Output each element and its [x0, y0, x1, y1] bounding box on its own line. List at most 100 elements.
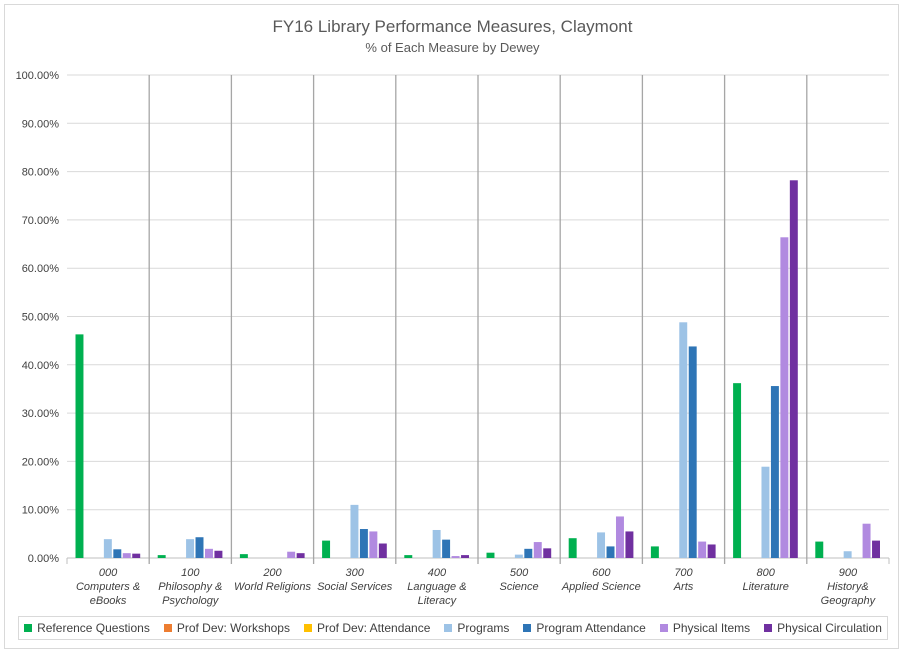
- x-tick-label: Computers &: [76, 581, 140, 593]
- legend-item: Prof Dev: Attendance: [303, 621, 431, 635]
- x-tick-label: 300: [346, 567, 365, 579]
- x-tick-label: Social Services: [317, 581, 393, 593]
- legend-swatch: [444, 624, 453, 632]
- bar: [75, 334, 84, 558]
- legend-label: Physical Circulation: [777, 621, 882, 635]
- bar: [524, 548, 533, 558]
- bar: [186, 539, 195, 558]
- x-tick-label: 000: [99, 567, 118, 579]
- x-tick-label: Geography: [821, 595, 877, 607]
- x-tick-label: Arts: [673, 581, 694, 593]
- legend-swatch: [764, 624, 773, 632]
- y-tick-label: 20.00%: [22, 456, 60, 468]
- bar: [287, 551, 296, 558]
- x-tick-label: eBooks: [90, 595, 127, 607]
- x-tick-label: Science: [500, 581, 539, 593]
- bar: [707, 544, 716, 558]
- bar: [789, 180, 798, 558]
- legend-label: Programs: [457, 621, 510, 635]
- bar: [204, 548, 213, 558]
- x-tick-label: 800: [757, 567, 776, 579]
- legend-label: Prof Dev: Attendance: [316, 621, 431, 635]
- bar: [698, 541, 707, 558]
- bar: [843, 551, 852, 558]
- bar: [442, 539, 451, 558]
- y-tick-label: 40.00%: [22, 360, 60, 372]
- bar: [157, 555, 166, 558]
- bar: [872, 540, 880, 558]
- legend-swatch: [163, 624, 172, 632]
- y-tick-label: 100.00%: [16, 70, 60, 82]
- x-tick-label: Psychology: [162, 595, 220, 607]
- x-tick-label: 900: [839, 567, 858, 579]
- y-tick-label: 70.00%: [22, 215, 60, 227]
- x-tick-label: 600: [592, 567, 611, 579]
- x-tick-label: Literacy: [418, 595, 458, 607]
- x-tick-label: History&: [827, 581, 869, 593]
- chart-title: FY16 Library Performance Measures, Claym…: [272, 17, 633, 36]
- bar: [770, 386, 779, 558]
- chart-legend: Reference Questions Prof Dev: Workshops Pr…: [18, 616, 888, 640]
- bar: [122, 553, 131, 558]
- bar: [350, 504, 359, 558]
- legend-label: Prof Dev: Workshops: [176, 621, 290, 635]
- chart-subtitle: % of Each Measure by Dewey: [365, 40, 540, 55]
- legend-item: Physical Circulation: [764, 621, 882, 635]
- legend-label: Reference Questions: [37, 621, 150, 635]
- x-tick-label: 200: [262, 567, 282, 579]
- bar: [322, 540, 331, 558]
- x-tick-label: 400: [428, 567, 447, 579]
- y-tick-label: 0.00%: [28, 553, 59, 565]
- bar: [486, 552, 495, 558]
- bar: [214, 550, 223, 558]
- chart-area: [4, 4, 899, 649]
- x-tick-label: Philosophy &: [158, 581, 222, 593]
- legend-item: Prof Dev: Workshops: [163, 621, 290, 635]
- legend-swatch: [303, 624, 312, 632]
- bar: [597, 532, 606, 558]
- x-tick-label: 500: [510, 567, 529, 579]
- bar: [132, 553, 141, 558]
- bar: [369, 531, 378, 558]
- bar: [815, 541, 824, 558]
- bar: [432, 529, 441, 558]
- bar: [461, 555, 469, 558]
- bar: [780, 237, 789, 558]
- bar: [568, 538, 577, 558]
- bar: [404, 555, 413, 558]
- bar: [239, 554, 248, 558]
- bar: [378, 543, 387, 558]
- y-tick-label: 80.00%: [22, 167, 60, 179]
- x-tick-label: 700: [674, 567, 693, 579]
- legend-item: Reference Questions: [24, 621, 150, 635]
- bar: [650, 546, 659, 558]
- y-tick-label: 30.00%: [22, 408, 60, 420]
- y-tick-label: 50.00%: [22, 312, 60, 324]
- bar: [606, 546, 615, 558]
- legend-label: Physical Items: [672, 621, 751, 635]
- bar: [688, 346, 697, 558]
- y-tick-label: 90.00%: [22, 118, 60, 130]
- bar: [543, 548, 552, 558]
- y-tick-label: 60.00%: [22, 263, 60, 275]
- y-tick-label: 10.00%: [22, 505, 60, 517]
- bar: [625, 531, 634, 558]
- legend-swatch: [24, 624, 33, 632]
- legend-item: Program Attendance: [523, 621, 646, 635]
- bar: [195, 537, 204, 558]
- x-tick-label: Language &: [407, 581, 466, 593]
- bar: [359, 529, 368, 558]
- x-tick-label: Literature: [742, 581, 788, 593]
- legend-item: Physical Items: [659, 621, 751, 635]
- legend-item: Programs: [444, 621, 509, 635]
- bar: [451, 556, 460, 558]
- x-tick-label: World Religions: [234, 581, 312, 593]
- legend-label: Program Attendance: [536, 621, 646, 635]
- bar: [514, 554, 523, 558]
- bar: [862, 523, 871, 558]
- legend-swatch: [523, 624, 532, 632]
- bar: [533, 542, 542, 558]
- legend-swatch: [659, 624, 668, 632]
- bar: [733, 383, 742, 558]
